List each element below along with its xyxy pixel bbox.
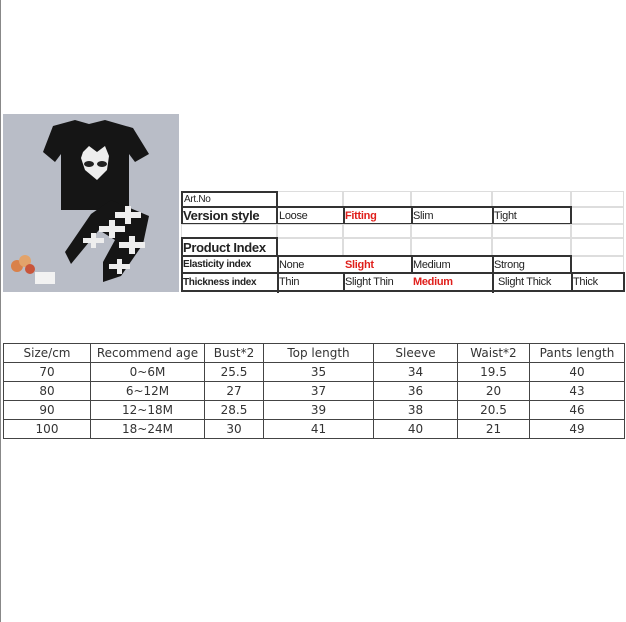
table-cell: 0~6M — [90, 362, 205, 382]
product-index-label: Product Index — [183, 239, 266, 255]
table-cell: 38 — [373, 400, 458, 420]
cell-border — [411, 206, 413, 225]
table-cell: 34 — [373, 362, 458, 382]
size-table-header: Size/cm Recommend age Bust*2 Top length … — [3, 343, 625, 363]
elasticity-option-none: None — [279, 258, 305, 271]
thickness-label: Thickness index — [183, 276, 257, 288]
grid-cell — [571, 256, 624, 273]
header-cell: Pants length — [529, 343, 625, 363]
thickness-option-slight-thick: Slight Thick — [498, 276, 552, 288]
cell-border — [343, 272, 345, 292]
version-option-slim: Slim — [413, 209, 434, 222]
grid-cell — [343, 238, 411, 256]
elasticity-label: Elasticity index — [183, 259, 252, 270]
version-option-loose: Loose — [279, 209, 308, 222]
table-cell: 41 — [263, 419, 374, 439]
cell-border — [343, 206, 345, 225]
grid-cell — [571, 224, 624, 238]
table-cell: 35 — [263, 362, 374, 382]
grid-cell — [343, 224, 411, 238]
grid-cell — [411, 191, 492, 207]
table-cell: 90 — [3, 400, 91, 420]
version-style-label: Version style — [183, 208, 260, 223]
cell-border — [492, 255, 494, 293]
table-cell: 40 — [529, 362, 625, 382]
thickness-option-thick: Thick — [573, 276, 598, 288]
grid-cell — [492, 224, 571, 238]
outfit-image — [11, 120, 149, 284]
cell-border — [277, 255, 279, 293]
table-cell: 6~12M — [90, 381, 205, 401]
table-cell: 46 — [529, 400, 625, 420]
elasticity-option-slight: Slight — [345, 258, 374, 271]
grid-cell — [571, 238, 624, 256]
header-cell: Top length — [263, 343, 374, 363]
table-cell: 43 — [529, 381, 625, 401]
product-photo — [3, 114, 179, 292]
cell-border — [492, 206, 494, 225]
table-row: 90 12~18M 28.5 39 38 20.5 46 — [3, 400, 625, 420]
grid-cell — [411, 224, 492, 238]
size-table: Size/cm Recommend age Bust*2 Top length … — [3, 343, 625, 439]
header-cell: Sleeve — [373, 343, 458, 363]
header-cell: Waist*2 — [457, 343, 530, 363]
grid-cell — [277, 224, 343, 238]
grid-cell — [492, 191, 571, 207]
version-option-fitting: Fitting — [345, 209, 377, 222]
table-cell: 30 — [204, 419, 264, 439]
header-cell: Bust*2 — [204, 343, 264, 363]
table-cell: 12~18M — [90, 400, 205, 420]
table-cell: 40 — [373, 419, 458, 439]
grid-cell — [571, 191, 624, 207]
version-option-tight: Tight — [494, 209, 517, 222]
table-row: 80 6~12M 27 37 36 20 43 — [3, 381, 625, 401]
elasticity-option-strong: Strong — [494, 258, 525, 271]
table-cell: 18~24M — [90, 419, 205, 439]
cell-border — [411, 255, 413, 274]
table-cell: 80 — [3, 381, 91, 401]
grid-cell — [343, 191, 411, 207]
thickness-option-medium: Medium — [413, 276, 453, 288]
grid-cell — [492, 238, 571, 256]
table-cell: 36 — [373, 381, 458, 401]
header-cell: Size/cm — [3, 343, 91, 363]
table-cell: 20.5 — [457, 400, 530, 420]
table-cell: 37 — [263, 381, 374, 401]
grid-cell — [277, 238, 343, 256]
table-cell: 19.5 — [457, 362, 530, 382]
table-cell: 28.5 — [204, 400, 264, 420]
table-cell: 20 — [457, 381, 530, 401]
table-row: 70 0~6M 25.5 35 34 19.5 40 — [3, 362, 625, 382]
elasticity-option-medium: Medium — [413, 258, 451, 271]
thickness-option-slight-thin: Slight Thin — [345, 276, 394, 288]
grid-cell — [181, 224, 277, 238]
art-no-label: Art.No — [181, 191, 277, 207]
grid-cell — [411, 238, 492, 256]
table-cell: 27 — [204, 381, 264, 401]
table-cell: 39 — [263, 400, 374, 420]
table-cell: 49 — [529, 419, 625, 439]
grid-cell — [571, 207, 624, 224]
cell-border — [571, 272, 573, 292]
table-cell: 70 — [3, 362, 91, 382]
grid-cell — [277, 191, 343, 207]
table-row: 100 18~24M 30 41 40 21 49 — [3, 419, 625, 439]
table-cell: 21 — [457, 419, 530, 439]
table-cell: 100 — [3, 419, 91, 439]
table-cell: 25.5 — [204, 362, 264, 382]
header-cell: Recommend age — [90, 343, 205, 363]
thickness-option-thin: Thin — [279, 276, 300, 288]
